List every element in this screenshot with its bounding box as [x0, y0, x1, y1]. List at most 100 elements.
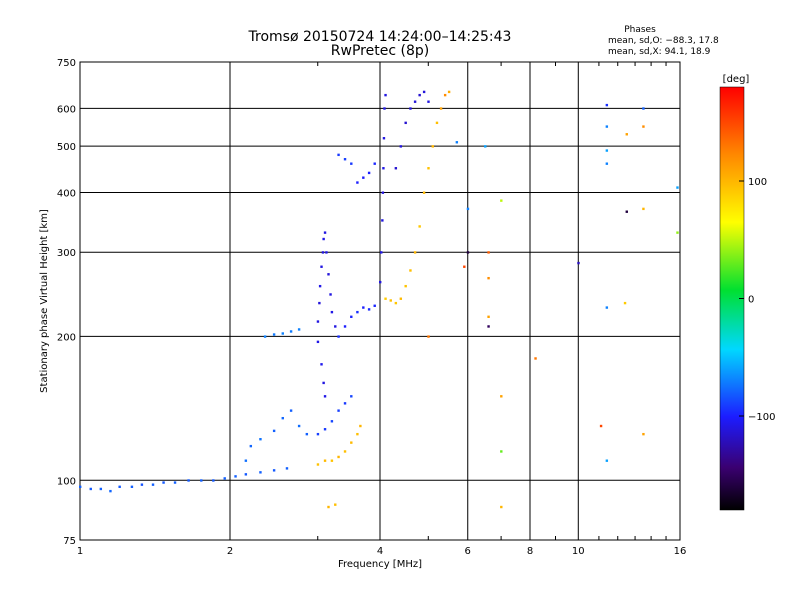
data-point	[259, 471, 262, 474]
data-point	[244, 473, 248, 476]
data-point	[394, 301, 398, 305]
data-point	[487, 325, 490, 328]
data-point	[289, 409, 293, 412]
data-point	[373, 304, 376, 307]
scatter-points	[79, 90, 679, 509]
data-point	[422, 90, 426, 94]
x-tick-label: 6	[465, 546, 471, 557]
data-point	[318, 301, 321, 305]
y-tick-label: 600	[57, 104, 76, 115]
data-point	[427, 167, 430, 170]
data-point	[316, 432, 320, 436]
colorbar-label: [deg]	[723, 74, 750, 85]
data-point	[322, 381, 325, 385]
data-point	[322, 237, 325, 241]
data-point	[362, 176, 365, 179]
data-point	[367, 308, 371, 311]
y-axis-label: Stationary phase Virtual Height [km]	[39, 209, 50, 393]
data-point	[350, 162, 353, 165]
data-point	[330, 310, 334, 314]
data-point	[289, 330, 293, 333]
data-point	[79, 485, 82, 489]
data-point	[605, 459, 609, 462]
y-tick-label: 100	[57, 476, 76, 487]
data-point	[343, 402, 347, 405]
data-point	[367, 171, 371, 175]
y-tick-label: 300	[57, 248, 76, 259]
data-point	[200, 479, 203, 482]
grid-lines	[80, 62, 680, 540]
data-point	[625, 133, 628, 136]
data-point	[330, 420, 334, 423]
data-point	[676, 186, 679, 189]
data-point	[389, 299, 392, 302]
data-point	[413, 251, 417, 254]
data-point	[343, 450, 347, 453]
data-point	[223, 477, 226, 480]
data-point	[418, 93, 421, 97]
data-point	[466, 251, 470, 254]
data-point	[422, 191, 426, 194]
data-point	[382, 137, 386, 140]
data-point	[676, 231, 679, 234]
data-point	[487, 315, 490, 319]
data-point	[89, 487, 92, 491]
data-point	[337, 409, 340, 412]
data-point	[334, 503, 337, 506]
data-point	[362, 306, 365, 309]
data-point	[272, 333, 276, 336]
data-point	[343, 158, 347, 161]
data-point	[305, 432, 309, 436]
data-point	[334, 325, 337, 328]
data-point	[605, 149, 609, 152]
data-point	[487, 251, 490, 254]
data-point	[330, 459, 334, 462]
data-point	[329, 293, 332, 296]
data-point	[431, 145, 434, 148]
data-point	[399, 297, 403, 300]
data-point	[484, 145, 487, 148]
data-point	[316, 463, 320, 466]
data-point	[212, 479, 215, 482]
data-point	[350, 315, 353, 319]
data-point	[234, 475, 237, 478]
y-tick-label: 750	[57, 58, 76, 69]
data-point	[263, 335, 267, 338]
data-point	[323, 459, 327, 462]
colorbar-tick-label: 0	[748, 295, 754, 306]
data-point	[427, 100, 430, 103]
y-axis-ticks: 75 100 200 300 400 500 600 750	[57, 58, 76, 547]
colorbar-ticks: 100 0 −100	[739, 177, 775, 423]
data-point	[118, 485, 121, 489]
data-point	[413, 100, 417, 103]
data-point	[404, 284, 407, 288]
data-point	[321, 251, 325, 254]
chart-title-line1: Tromsø 20150724 14:24:00–14:25:43	[248, 29, 512, 45]
x-axis-ticks: 1 2 4 6 8 10 16	[77, 62, 686, 557]
data-point	[463, 265, 466, 268]
data-point	[599, 424, 603, 428]
phases-o-stat: mean, sd,O: −88.3, 17.8	[608, 36, 719, 46]
data-point	[383, 107, 386, 110]
data-point	[356, 181, 359, 184]
data-point	[409, 269, 412, 272]
data-point	[337, 153, 340, 157]
data-point	[244, 459, 248, 462]
y-tick-label: 400	[57, 188, 76, 199]
data-point	[259, 437, 262, 441]
data-point	[281, 332, 284, 335]
x-tick-label: 1	[77, 546, 83, 557]
y-tick-label: 75	[63, 536, 76, 547]
colorbar-tick-label: 100	[748, 177, 767, 188]
data-point	[327, 273, 330, 276]
data-point	[394, 167, 398, 170]
y-tick-label: 200	[57, 332, 76, 343]
data-point	[605, 162, 609, 165]
phases-x-stat: mean, sd,X: 94.1, 18.9	[608, 47, 711, 57]
data-point	[427, 335, 430, 338]
data-point	[381, 191, 385, 194]
data-point	[99, 487, 103, 491]
data-point	[162, 481, 165, 484]
data-point	[447, 90, 451, 94]
